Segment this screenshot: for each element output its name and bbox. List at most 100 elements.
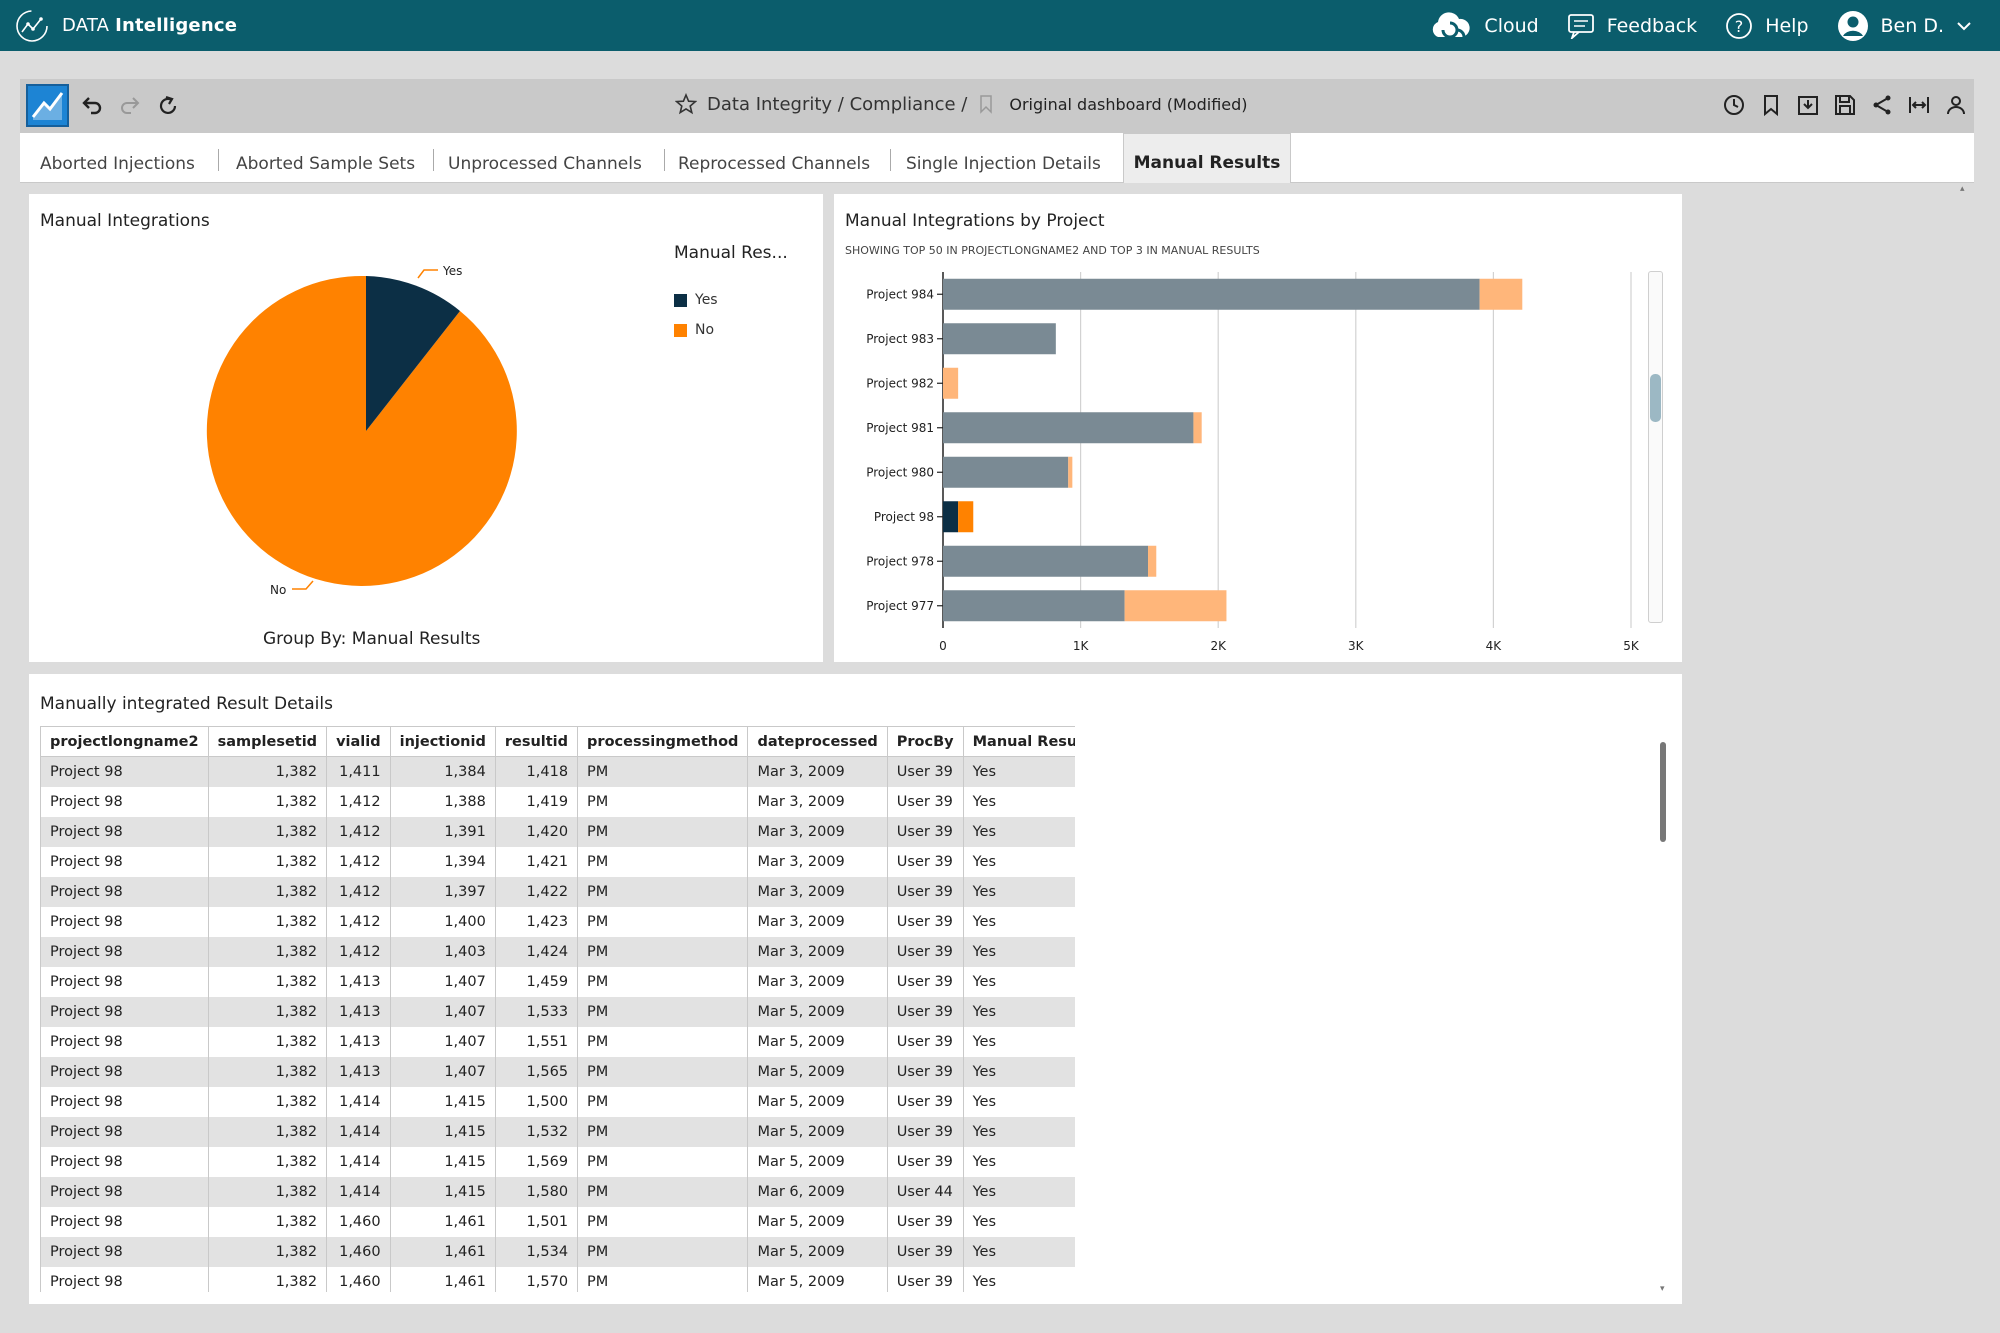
table-scroll-down-arrow-icon[interactable]: ▾	[1660, 1284, 1665, 1294]
table-cell-injectionid: 1,391	[389, 816, 496, 847]
table-header-row: projectlongname2 samplesetid vialid injecti…	[40, 726, 1075, 757]
legend-item-no[interactable]: No	[674, 322, 714, 338]
refresh-icon[interactable]	[156, 94, 180, 118]
table-row[interactable]: Project 98 1,382 1,413 1,407 1,459 PM Mar 3, 2…	[40, 966, 1075, 997]
tab-aborted-sample-sets[interactable]: Aborted Sample Sets	[236, 154, 416, 174]
share-icon[interactable]	[1870, 93, 1894, 117]
table-row[interactable]: Project 98 1,382 1,412 1,403 1,424 PM Mar 3, 2…	[40, 936, 1075, 967]
table-cell-vialid: 1,460	[326, 1266, 391, 1292]
help-button[interactable]: ? Help	[1725, 12, 1809, 40]
pie-slice-no[interactable]	[206, 275, 517, 586]
tab-reprocessed-channels[interactable]: Reprocessed Channels	[678, 154, 871, 174]
table-cell-processingmethod: PM	[577, 966, 749, 997]
user-menu[interactable]: Ben D.	[1837, 10, 1972, 42]
bar-segment[interactable]	[943, 367, 959, 399]
table-row[interactable]: Project 98 1,382 1,414 1,415 1,569 PM Mar 5, 2…	[40, 1146, 1075, 1177]
user-icon[interactable]	[1944, 93, 1968, 117]
feedback-button[interactable]: Feedback	[1567, 13, 1697, 39]
bar-chart-scroll-track[interactable]	[1648, 271, 1663, 623]
result-details-table-container[interactable]: projectlongname2 samplesetid vialid injecti…	[40, 726, 1075, 1292]
bar-segment[interactable]	[943, 456, 1069, 488]
bar-segment[interactable]	[943, 412, 1194, 444]
bar-segment[interactable]	[1068, 456, 1073, 488]
bar-segment[interactable]	[1148, 545, 1157, 577]
column-header-resultid[interactable]: resultid	[494, 726, 579, 757]
tab-unprocessed-channels[interactable]: Unprocessed Channels	[448, 154, 642, 174]
undo-icon[interactable]	[80, 94, 104, 118]
fit-width-icon[interactable]	[1907, 93, 1931, 117]
bar-segment[interactable]	[943, 323, 1056, 355]
download-icon[interactable]	[1796, 93, 1820, 117]
table-cell-samplesetid: 1,382	[207, 1236, 328, 1267]
column-header-dateprocessed[interactable]: dateprocessed	[747, 726, 888, 757]
pie-chart[interactable]: Yes No	[180, 250, 560, 610]
table-row[interactable]: Project 98 1,382 1,414 1,415 1,532 PM Mar 5, 2…	[40, 1116, 1075, 1147]
bar-segment[interactable]	[1124, 590, 1227, 622]
legend-item-yes[interactable]: Yes	[674, 292, 718, 308]
table-cell-vialid: 1,413	[326, 1026, 391, 1057]
table-row[interactable]: Project 98 1,382 1,414 1,415 1,500 PM Mar 5, 2…	[40, 1086, 1075, 1117]
tab-single-injection-details[interactable]: Single Injection Details	[906, 154, 1101, 174]
table-row[interactable]: Project 98 1,382 1,412 1,394 1,421 PM Mar 3, 2…	[40, 846, 1075, 877]
bar-segment[interactable]	[1193, 412, 1202, 444]
bar-segment[interactable]	[958, 501, 974, 533]
column-header-processingmethod[interactable]: processingmethod	[577, 726, 749, 757]
clock-icon[interactable]	[1722, 93, 1746, 117]
table-row[interactable]: Project 98 1,382 1,413 1,407 1,551 PM Mar 5, 2…	[40, 1026, 1075, 1057]
table-row[interactable]: Project 98 1,382 1,460 1,461 1,570 PM Mar 5, 2…	[40, 1266, 1075, 1292]
page-scroll-up-arrow-icon[interactable]: ▴	[1960, 184, 1965, 194]
table-row[interactable]: Project 98 1,382 1,412 1,397 1,422 PM Mar 3, 2…	[40, 876, 1075, 907]
column-header-procby[interactable]: ProcBy	[886, 726, 964, 757]
table-row[interactable]: Project 98 1,382 1,412 1,388 1,419 PM Mar 3, 2…	[40, 786, 1075, 817]
cloud-icon	[1433, 11, 1471, 40]
legend-swatch-yes	[674, 293, 687, 307]
x-tick-label: 3K	[1348, 639, 1365, 653]
column-header-vialid[interactable]: vialid	[326, 726, 391, 757]
table-cell-procby: User 39	[886, 1146, 964, 1177]
bar-segment[interactable]	[943, 278, 1480, 310]
bar-chart-scroll-thumb[interactable]	[1650, 374, 1661, 422]
tab-aborted-injections[interactable]: Aborted Injections	[40, 154, 195, 174]
table-row[interactable]: Project 98 1,382 1,413 1,407 1,565 PM Mar 5, 2…	[40, 1056, 1075, 1087]
chevron-down-icon	[1957, 21, 1971, 30]
bar-segment[interactable]	[943, 501, 959, 533]
bookmark-button-icon[interactable]	[1759, 93, 1783, 117]
table-cell-resultid: 1,532	[494, 1116, 579, 1147]
pie-label-line-yes	[417, 269, 438, 279]
bar-segment[interactable]	[1479, 278, 1523, 310]
dashboard-app-icon[interactable]	[26, 84, 69, 127]
save-icon[interactable]	[1833, 93, 1857, 117]
table-scrollbar-thumb[interactable]	[1660, 742, 1666, 842]
table-cell-resultid: 1,418	[494, 756, 579, 787]
tab-manual-results[interactable]: Manual Results	[1123, 133, 1291, 183]
table-row[interactable]: Project 98 1,382 1,412 1,391 1,420 PM Mar 3, 2…	[40, 816, 1075, 847]
table-cell-projectlongname2: Project 98	[40, 846, 209, 877]
bar-chart[interactable]: 0 1K 2K 3K 4K 5K Project 984 Project 983 Project…	[834, 260, 1682, 660]
table-row[interactable]: Project 98 1,382 1,414 1,415 1,580 PM Mar 6, 2…	[40, 1176, 1075, 1207]
table-cell-procby: User 39	[886, 846, 964, 877]
table-cell-resultid: 1,459	[494, 966, 579, 997]
table-cell-projectlongname2: Project 98	[40, 1026, 209, 1057]
bar-segment[interactable]	[943, 545, 1149, 577]
redo-icon[interactable]	[118, 94, 142, 118]
table-row[interactable]: Project 98 1,382 1,460 1,461 1,501 PM Mar 5, 2…	[40, 1206, 1075, 1237]
bar-segment[interactable]	[943, 590, 1125, 622]
table-cell-dateprocessed: Mar 5, 2009	[747, 1206, 888, 1237]
breadcrumb-path[interactable]: Data Integrity / Compliance /	[707, 93, 968, 115]
pie-slice-yes[interactable]	[366, 276, 460, 431]
table-row[interactable]: Project 98 1,382 1,413 1,407 1,533 PM Mar 5, 2…	[40, 996, 1075, 1027]
table-cell-resultid: 1,533	[494, 996, 579, 1027]
table-row[interactable]: Project 98 1,382 1,411 1,384 1,418 PM Mar 3, 2…	[40, 756, 1075, 787]
app-logo[interactable]: DATA Intelligence	[14, 8, 237, 42]
cloud-button[interactable]: Cloud	[1428, 11, 1539, 40]
table-row[interactable]: Project 98 1,382 1,460 1,461 1,534 PM Mar 5, 2…	[40, 1236, 1075, 1267]
table-row[interactable]: Project 98 1,382 1,412 1,400 1,423 PM Mar 3, 2…	[40, 906, 1075, 937]
column-header-manual-results[interactable]: Manual Results	[962, 726, 1075, 757]
table-cell-samplesetid: 1,382	[207, 1206, 328, 1237]
column-header-injectionid[interactable]: injectionid	[389, 726, 496, 757]
table-cell-projectlongname2: Project 98	[40, 1236, 209, 1267]
table-cell-samplesetid: 1,382	[207, 1026, 328, 1057]
column-header-projectlongname2[interactable]: projectlongname2	[40, 726, 209, 757]
column-header-samplesetid[interactable]: samplesetid	[207, 726, 328, 757]
star-icon[interactable]	[675, 93, 697, 115]
